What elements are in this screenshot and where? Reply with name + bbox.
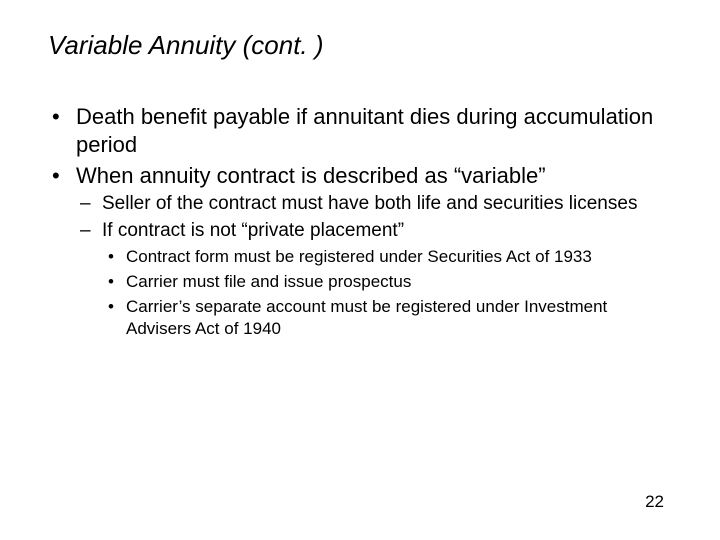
bullet-level-3: Contract form must be registered under S…	[102, 246, 672, 268]
bullet-list-level-2: Seller of the contract must have both li…	[76, 192, 672, 341]
bullet-text: When annuity contract is described as “v…	[76, 163, 546, 188]
bullet-level-3: Carrier’s separate account must be regis…	[102, 296, 672, 340]
page-number: 22	[645, 492, 664, 512]
slide: Variable Annuity (cont. ) Death benefit …	[0, 0, 720, 540]
bullet-text: If contract is not “private placement”	[102, 220, 404, 241]
bullet-level-1: When annuity contract is described as “v…	[48, 162, 672, 340]
bullet-level-2: If contract is not “private placement” C…	[76, 219, 672, 340]
bullet-level-2: Seller of the contract must have both li…	[76, 192, 672, 217]
bullet-level-3: Carrier must file and issue prospectus	[102, 271, 672, 293]
bullet-list-level-3: Contract form must be registered under S…	[102, 246, 672, 340]
bullet-list-level-1: Death benefit payable if annuitant dies …	[48, 103, 672, 340]
slide-title: Variable Annuity (cont. )	[48, 30, 672, 61]
bullet-level-1: Death benefit payable if annuitant dies …	[48, 103, 672, 158]
